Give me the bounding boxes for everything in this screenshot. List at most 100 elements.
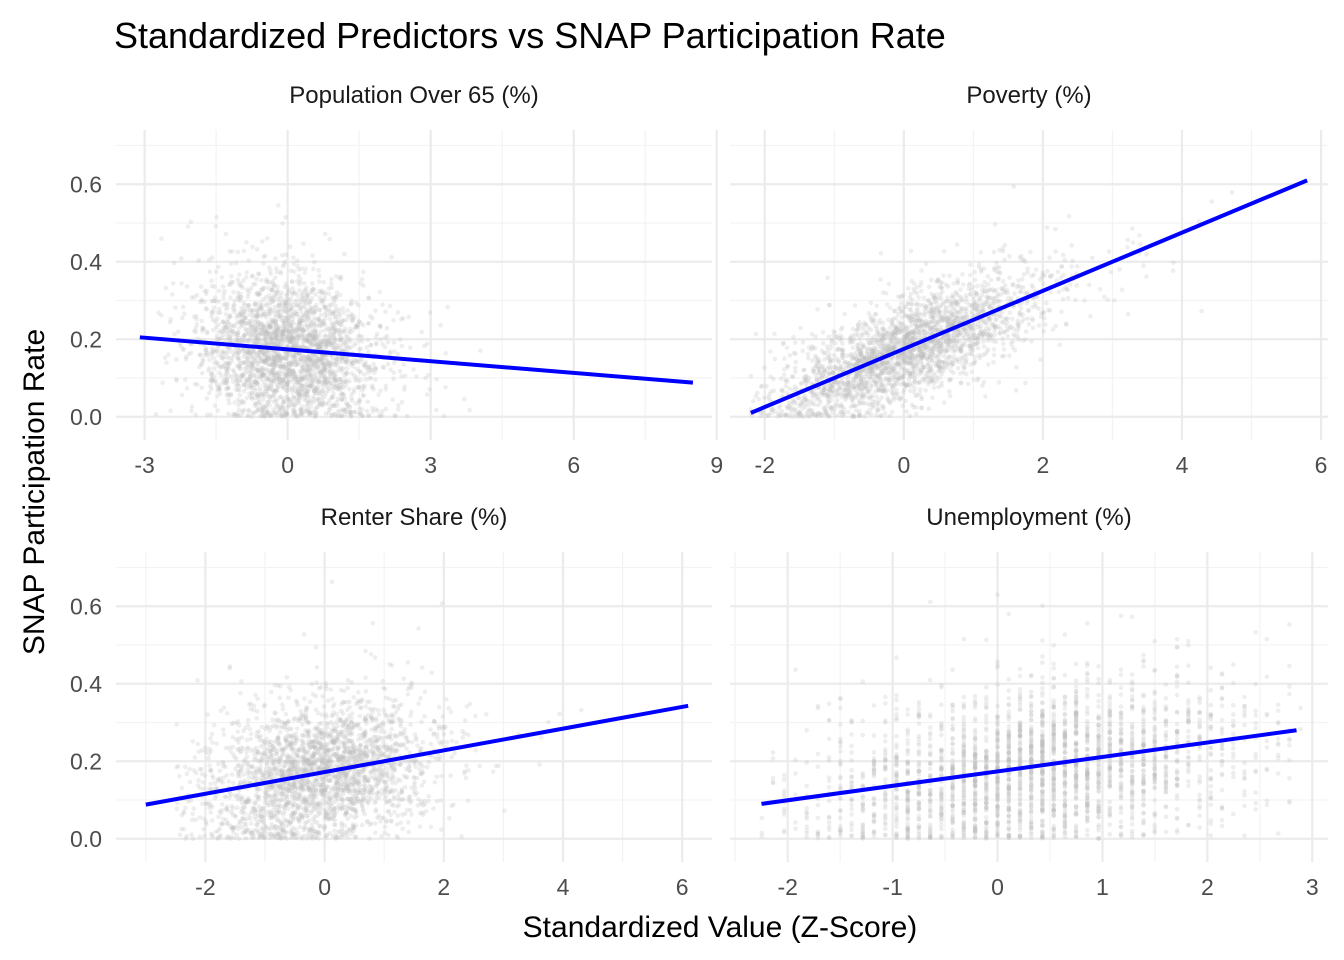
data-point bbox=[850, 326, 856, 332]
data-point bbox=[287, 314, 292, 319]
data-point bbox=[278, 309, 283, 315]
data-point bbox=[796, 395, 801, 400]
data-point bbox=[337, 359, 343, 365]
data-point bbox=[1074, 264, 1080, 269]
data-point bbox=[212, 360, 217, 366]
data-point bbox=[290, 376, 296, 382]
data-point bbox=[1209, 199, 1214, 204]
data-point bbox=[313, 353, 318, 359]
data-point bbox=[199, 385, 204, 391]
data-point bbox=[278, 394, 283, 399]
data-point bbox=[266, 355, 272, 360]
data-point bbox=[252, 379, 258, 385]
data-point bbox=[385, 361, 391, 367]
data-point bbox=[217, 330, 222, 335]
data-point bbox=[278, 365, 283, 370]
data-point bbox=[896, 340, 902, 346]
data-point bbox=[315, 338, 320, 344]
data-point bbox=[963, 293, 969, 298]
data-point bbox=[241, 388, 247, 394]
data-point bbox=[887, 413, 892, 419]
data-point bbox=[1023, 329, 1029, 334]
data-point bbox=[1021, 317, 1027, 322]
data-point bbox=[192, 328, 197, 334]
data-point bbox=[327, 328, 333, 334]
data-point bbox=[299, 317, 304, 323]
data-point bbox=[815, 395, 821, 401]
data-point bbox=[346, 345, 352, 351]
data-point bbox=[374, 331, 380, 337]
data-point bbox=[305, 368, 310, 374]
data-point bbox=[377, 289, 383, 295]
data-point bbox=[241, 382, 247, 387]
data-point bbox=[378, 337, 383, 342]
data-point bbox=[261, 367, 267, 373]
data-point bbox=[912, 386, 917, 391]
data-point bbox=[277, 302, 283, 308]
data-point bbox=[352, 409, 358, 415]
data-point bbox=[260, 393, 265, 398]
data-point bbox=[292, 353, 297, 359]
data-point bbox=[329, 343, 335, 349]
data-point bbox=[352, 410, 358, 415]
data-point bbox=[300, 386, 305, 391]
data-point bbox=[1014, 284, 1020, 290]
data-point bbox=[1141, 263, 1146, 268]
data-point bbox=[289, 340, 295, 346]
data-point bbox=[391, 376, 396, 382]
data-point bbox=[264, 375, 270, 381]
x-tick-label: 3 bbox=[424, 452, 437, 478]
data-point bbox=[216, 364, 222, 369]
data-point bbox=[216, 264, 221, 270]
data-point bbox=[277, 355, 283, 361]
data-point bbox=[961, 335, 967, 341]
data-point bbox=[201, 326, 206, 332]
data-point bbox=[373, 377, 378, 382]
data-point bbox=[224, 377, 230, 383]
data-point bbox=[366, 370, 371, 376]
data-point bbox=[850, 345, 856, 351]
data-point bbox=[347, 314, 353, 320]
data-point bbox=[976, 265, 982, 270]
data-point bbox=[365, 399, 371, 405]
data-point bbox=[1009, 295, 1014, 301]
data-point bbox=[445, 304, 450, 310]
data-point bbox=[385, 339, 391, 345]
data-point bbox=[1144, 251, 1149, 257]
data-point bbox=[331, 391, 336, 396]
data-point bbox=[223, 306, 229, 312]
data-point bbox=[332, 403, 337, 409]
data-point bbox=[248, 374, 254, 379]
data-point bbox=[280, 386, 286, 391]
data-point bbox=[231, 289, 236, 295]
data-point bbox=[946, 378, 952, 383]
data-point bbox=[166, 352, 171, 358]
data-point bbox=[836, 359, 841, 364]
data-point bbox=[320, 387, 325, 393]
data-point bbox=[816, 402, 821, 408]
data-point bbox=[380, 364, 386, 370]
data-point bbox=[369, 368, 374, 374]
data-point bbox=[309, 321, 314, 327]
data-point bbox=[268, 336, 274, 342]
data-point bbox=[952, 349, 958, 354]
data-point bbox=[1001, 341, 1006, 347]
data-point bbox=[810, 394, 815, 399]
data-point bbox=[238, 347, 243, 353]
data-point bbox=[228, 295, 233, 301]
data-point bbox=[882, 411, 888, 416]
data-point bbox=[332, 374, 338, 380]
data-point bbox=[356, 338, 362, 344]
data-point bbox=[768, 349, 773, 354]
data-point bbox=[322, 231, 328, 237]
data-point bbox=[1042, 273, 1047, 279]
data-point bbox=[348, 358, 354, 364]
data-point bbox=[193, 412, 198, 417]
data-point bbox=[219, 275, 225, 280]
data-point bbox=[805, 351, 811, 357]
data-point bbox=[857, 319, 862, 325]
data-point bbox=[878, 277, 883, 282]
data-point bbox=[183, 377, 188, 382]
data-point bbox=[295, 374, 301, 380]
data-point bbox=[331, 346, 336, 351]
